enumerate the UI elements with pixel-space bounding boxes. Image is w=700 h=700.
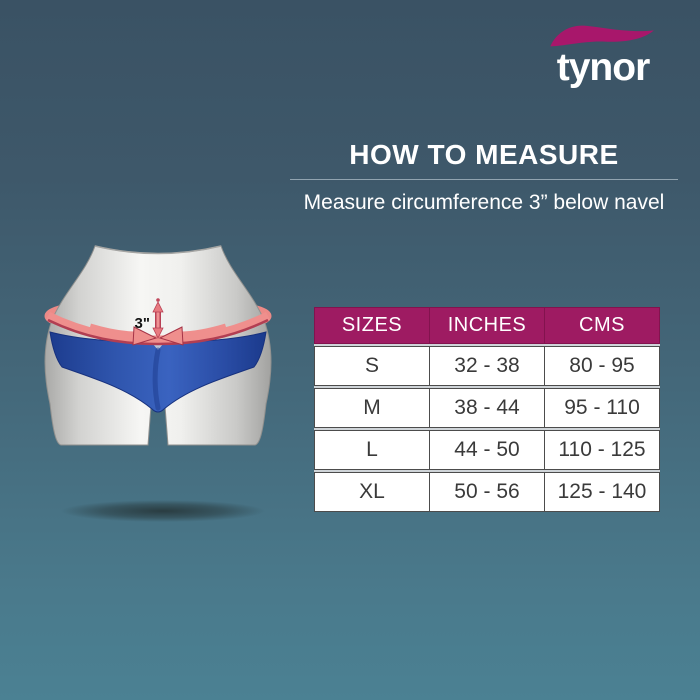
swoosh-shape [550,25,654,47]
logo-swoosh-icon [550,25,654,47]
column-header-sizes: SIZES [314,307,430,344]
table-row: XL 50 - 56 125 - 140 [314,472,660,512]
brand-name: tynor [556,46,651,89]
cms-cell: 125 - 140 [544,472,660,512]
table-row: L 44 - 50 110 - 125 [314,430,660,470]
table-header-row: SIZES INCHES CMS [314,307,660,344]
inches-cell: 32 - 38 [429,346,545,386]
cms-cell: 95 - 110 [544,388,660,428]
mannequin-top-cut-line [94,245,222,255]
inches-cell: 50 - 56 [429,472,545,512]
briefs [49,331,267,413]
size-cell: S [314,346,430,386]
tape-arrow-right-head [158,326,184,346]
cms-cell: 80 - 95 [544,346,660,386]
figure-shadow [61,500,265,522]
column-header-inches: INCHES [429,307,545,344]
cms-cell: 110 - 125 [544,430,660,470]
measuring-tape-front [46,311,270,345]
brand-logo: tynor [538,20,668,89]
page-subtitle: Measure circumference 3” below navel [303,191,665,214]
inches-cell: 38 - 44 [429,388,545,428]
title-divider [290,179,678,180]
tape-arrow-left-head [132,326,158,346]
distance-arrow-head-up [152,301,164,313]
navel-dot [156,298,160,302]
table-row: S 32 - 38 80 - 95 [314,346,660,386]
size-cell: M [314,388,430,428]
distance-label: 3" [135,315,150,332]
measuring-tape-edge [47,318,269,346]
measurement-figure: 3" [44,245,272,522]
page-title: HOW TO MEASURE [349,139,619,170]
table-row: M 38 - 44 95 - 110 [314,388,660,428]
size-cell: XL [314,472,430,512]
size-chart-table: SIZES INCHES CMS S 32 - 38 80 - 95 M 38 … [314,307,660,512]
header: HOW TO MEASURE Measure circumference 3” … [288,140,680,215]
briefs-center-crease [152,347,161,411]
column-header-cms: CMS [544,307,660,344]
inches-cell: 44 - 50 [429,430,545,470]
distance-arrow-head-down [152,327,164,339]
size-cell: L [314,430,430,470]
